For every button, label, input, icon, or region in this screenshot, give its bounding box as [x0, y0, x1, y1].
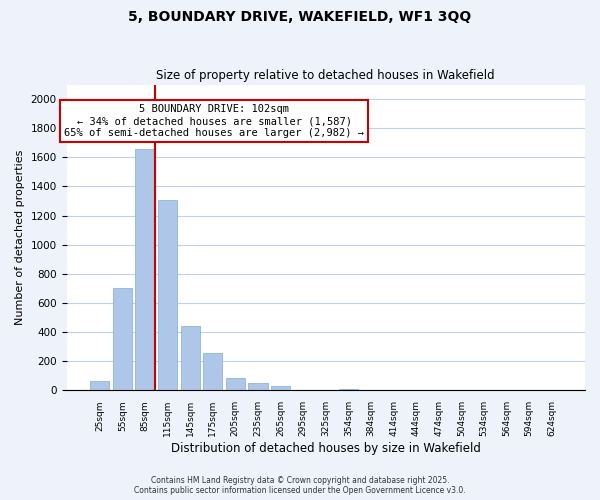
X-axis label: Distribution of detached houses by size in Wakefield: Distribution of detached houses by size … — [171, 442, 481, 455]
Bar — [339, 389, 358, 390]
Bar — [271, 386, 290, 390]
Bar — [113, 288, 132, 390]
Text: 5 BOUNDARY DRIVE: 102sqm
← 34% of detached houses are smaller (1,587)
65% of sem: 5 BOUNDARY DRIVE: 102sqm ← 34% of detach… — [64, 104, 364, 138]
Bar — [136, 148, 155, 390]
Title: Size of property relative to detached houses in Wakefield: Size of property relative to detached ho… — [157, 69, 495, 82]
Text: 5, BOUNDARY DRIVE, WAKEFIELD, WF1 3QQ: 5, BOUNDARY DRIVE, WAKEFIELD, WF1 3QQ — [128, 10, 472, 24]
Bar — [181, 326, 200, 390]
Bar — [248, 383, 268, 390]
Bar — [203, 353, 223, 391]
Y-axis label: Number of detached properties: Number of detached properties — [15, 150, 25, 325]
Bar — [90, 381, 109, 390]
Bar — [226, 378, 245, 390]
Bar — [158, 200, 177, 390]
Text: Contains HM Land Registry data © Crown copyright and database right 2025.
Contai: Contains HM Land Registry data © Crown c… — [134, 476, 466, 495]
